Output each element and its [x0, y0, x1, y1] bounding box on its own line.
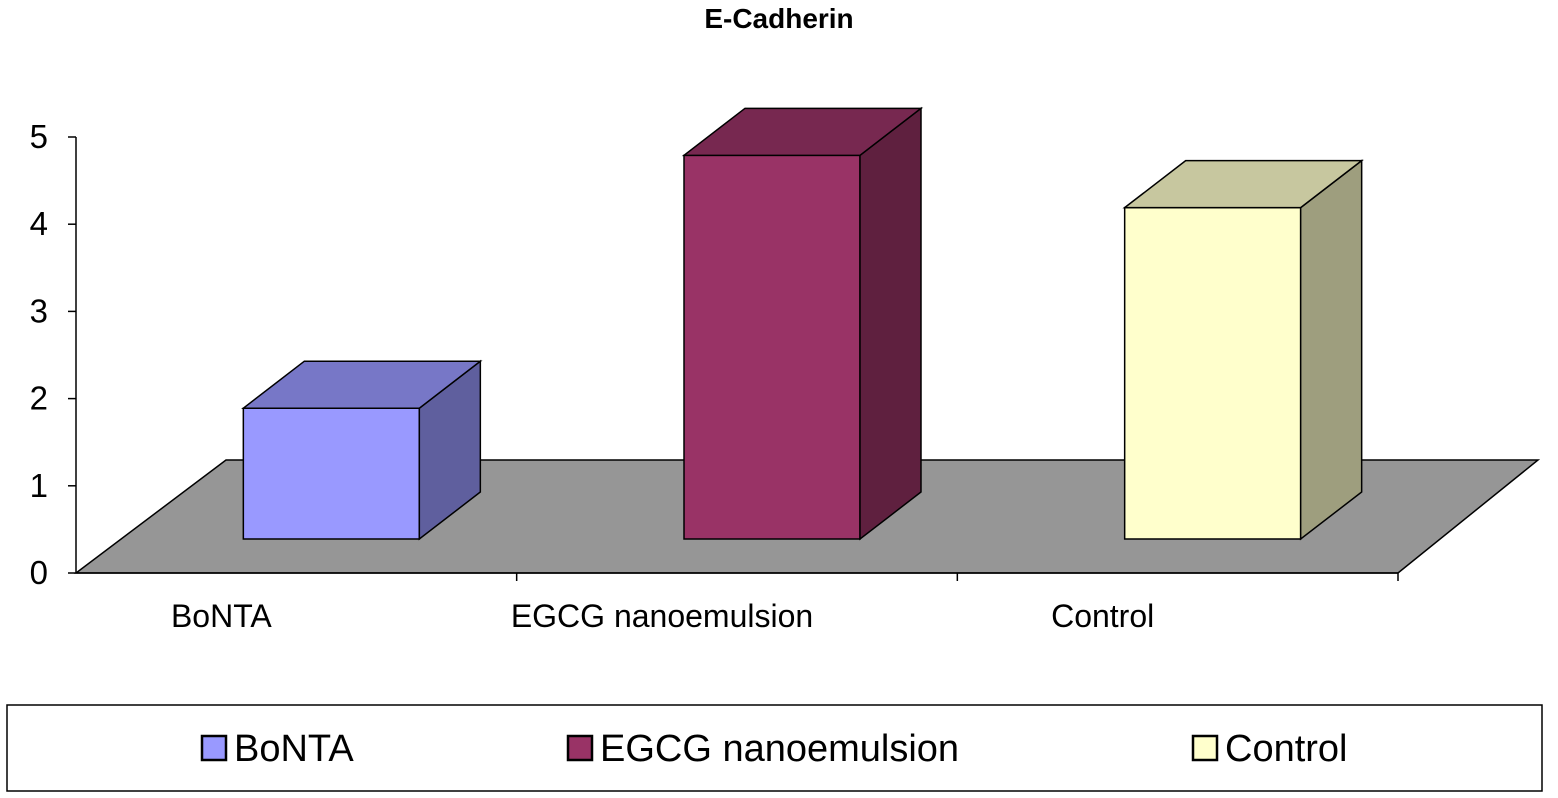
bar-side: [859, 106, 922, 541]
y-tick-label: 5: [30, 118, 48, 155]
bars: [241, 106, 1364, 541]
y-tick-label: 2: [30, 380, 48, 417]
chart-title: E-Cadherin: [704, 3, 853, 34]
bar-top: [1122, 159, 1364, 209]
axes: [68, 136, 1399, 581]
x-category-label: Control: [1051, 598, 1154, 634]
legend-swatch: [566, 734, 594, 762]
bar-bonta: [241, 359, 483, 541]
legend-box: [6, 704, 1543, 792]
legend-swatch: [1191, 734, 1219, 762]
legend-label: EGCG nanoemulsion: [600, 728, 959, 770]
axis-labels: 0 1 2 3 4 5 BoNTA EGCG nanoemulsion Control: [30, 118, 1155, 634]
legend-label: Control: [1225, 728, 1348, 770]
legend-label: BoNTA: [234, 728, 354, 770]
bar-front: [1123, 206, 1302, 540]
bar-front: [683, 154, 861, 540]
y-tick-label: 4: [30, 205, 48, 242]
bar-front: [242, 407, 421, 540]
legend: BoNTA EGCG nanoemulsion Control: [6, 704, 1543, 792]
legend-swatch: [200, 734, 228, 762]
x-category-label: BoNTA: [171, 598, 272, 634]
bar-top: [241, 360, 483, 409]
x-category-label: EGCG nanoemulsion: [511, 598, 813, 634]
bar-egcg-nanoemulsion: [681, 106, 924, 541]
y-tick-label: 1: [30, 467, 48, 504]
bar-side: [1299, 159, 1363, 541]
bar-top: [681, 107, 924, 157]
y-tick-label: 3: [30, 292, 48, 329]
y-tick-label: 0: [30, 554, 48, 591]
bar-control: [1122, 159, 1364, 541]
